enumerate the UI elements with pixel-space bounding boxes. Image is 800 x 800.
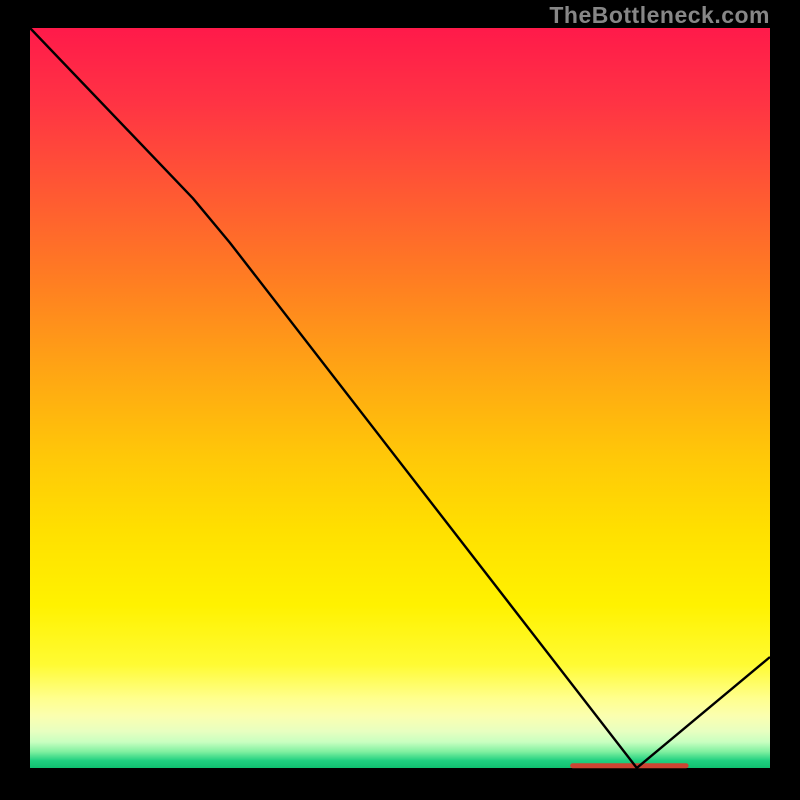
- plot-area: [30, 28, 770, 768]
- bottleneck-chart: [0, 0, 800, 800]
- watermark-text: TheBottleneck.com: [549, 2, 770, 29]
- optimal-range-marker: [570, 763, 688, 768]
